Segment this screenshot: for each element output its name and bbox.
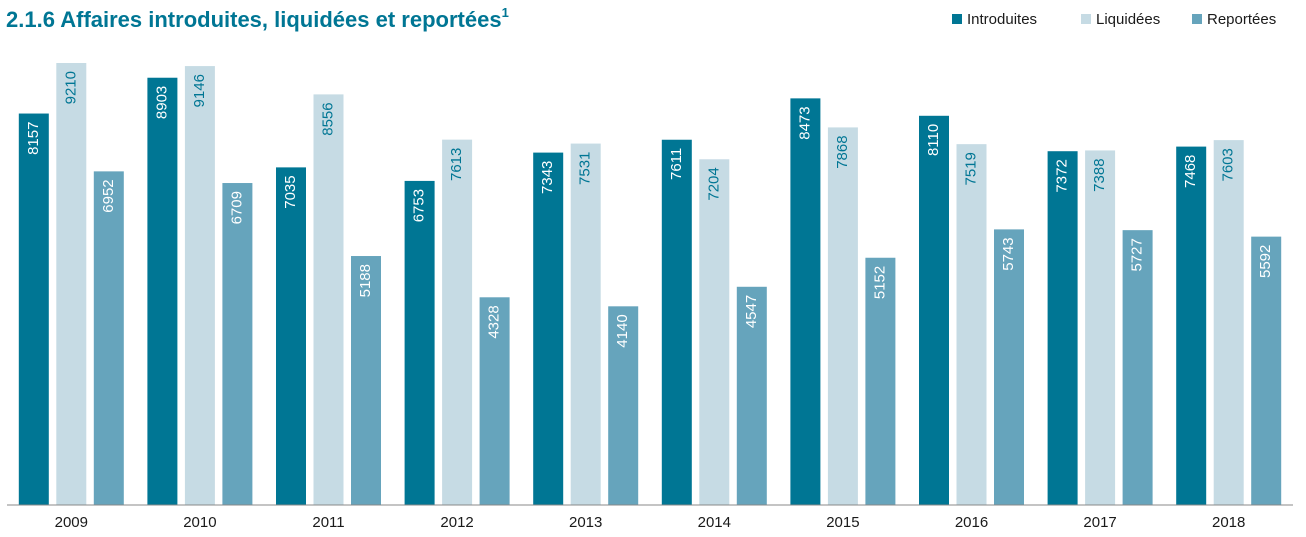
bar xyxy=(919,115,949,506)
data-label: 7519 xyxy=(962,152,979,185)
x-tick-label: 2011 xyxy=(312,514,344,531)
x-tick-label: 2013 xyxy=(569,514,602,531)
bar xyxy=(570,143,601,505)
data-label: 7035 xyxy=(282,175,299,208)
bar xyxy=(222,183,253,505)
data-label: 7372 xyxy=(1054,159,1071,192)
data-label: 8903 xyxy=(153,86,170,119)
x-tick-label: 2018 xyxy=(1212,514,1245,531)
chart-title-group: 2.1.6 Affaires introduites, liquidées et… xyxy=(6,5,509,31)
data-label: 6709 xyxy=(228,191,245,224)
x-tick-label: 2014 xyxy=(698,514,731,531)
legend-swatch xyxy=(1081,14,1091,24)
legend-swatch xyxy=(952,14,962,24)
chart-title: 2.1.6 Affaires introduites, liquidées et… xyxy=(6,7,502,32)
legend-label: Liquidées xyxy=(1096,11,1160,28)
data-label: 5727 xyxy=(1129,238,1146,271)
data-label: 4328 xyxy=(486,305,503,338)
bar xyxy=(404,180,435,505)
x-tick-label: 2010 xyxy=(183,514,216,531)
bar xyxy=(790,98,821,505)
bar xyxy=(1213,140,1244,505)
x-tick-label: 2012 xyxy=(440,514,473,531)
data-label: 7603 xyxy=(1220,148,1237,181)
bar xyxy=(1122,230,1153,505)
data-label: 5188 xyxy=(357,264,374,297)
data-label: 7343 xyxy=(539,161,556,194)
legend-label: Reportées xyxy=(1207,11,1276,28)
data-label: 4140 xyxy=(614,314,631,347)
bar xyxy=(351,256,381,505)
x-tick-label: 2015 xyxy=(826,514,859,531)
bar xyxy=(93,171,124,505)
bar xyxy=(699,159,730,505)
bar xyxy=(661,139,692,506)
bar xyxy=(865,257,896,505)
bar xyxy=(56,63,87,505)
data-label: 7204 xyxy=(705,167,722,200)
x-tick-label: 2016 xyxy=(955,514,988,531)
bar xyxy=(1085,150,1116,505)
data-label: 8157 xyxy=(25,122,42,155)
x-tick-label: 2009 xyxy=(55,514,88,531)
title-footnote: 1 xyxy=(502,5,509,20)
data-label: 8110 xyxy=(925,124,942,156)
legend-label: Introduites xyxy=(967,11,1037,28)
bar xyxy=(147,77,178,505)
data-label: 9210 xyxy=(62,71,79,104)
data-label: 9146 xyxy=(191,74,208,107)
bar xyxy=(479,297,510,505)
legend-swatch xyxy=(1192,14,1202,24)
data-label: 7531 xyxy=(577,152,594,185)
bar xyxy=(18,113,49,505)
bar xyxy=(827,127,858,505)
data-label: 7468 xyxy=(1182,155,1199,188)
data-label: 7613 xyxy=(448,148,465,181)
bar xyxy=(313,94,344,505)
data-label: 6952 xyxy=(100,179,117,212)
bar xyxy=(442,139,473,505)
bar xyxy=(608,306,639,505)
bar xyxy=(1251,236,1282,505)
data-label: 8556 xyxy=(319,102,336,135)
data-label: 4547 xyxy=(743,295,760,328)
bar xyxy=(956,144,987,505)
data-label: 7868 xyxy=(834,135,851,168)
x-tick-label: 2017 xyxy=(1083,514,1116,531)
bar xyxy=(533,152,564,505)
data-label: 8473 xyxy=(796,106,813,139)
bar xyxy=(994,229,1024,506)
bar xyxy=(736,286,767,505)
bar xyxy=(276,167,306,505)
bar xyxy=(1047,151,1078,505)
data-label: 6753 xyxy=(411,189,428,222)
bar xyxy=(184,66,215,505)
data-label: 5743 xyxy=(1000,237,1017,270)
data-label: 5152 xyxy=(871,266,888,299)
data-label: 7611 xyxy=(668,148,685,180)
data-label: 5592 xyxy=(1257,245,1274,278)
data-label: 7388 xyxy=(1091,158,1108,191)
bar xyxy=(1176,146,1207,505)
